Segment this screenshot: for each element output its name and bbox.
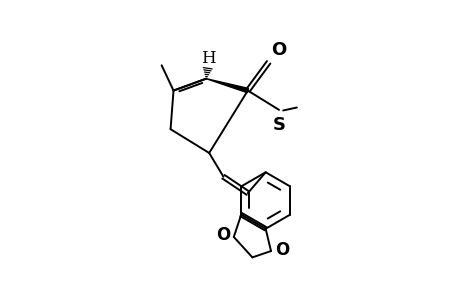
Text: S: S	[272, 116, 285, 134]
Text: O: O	[271, 41, 286, 59]
Text: H: H	[201, 50, 215, 67]
Text: O: O	[215, 226, 230, 244]
Text: O: O	[274, 241, 289, 259]
Polygon shape	[206, 79, 248, 93]
